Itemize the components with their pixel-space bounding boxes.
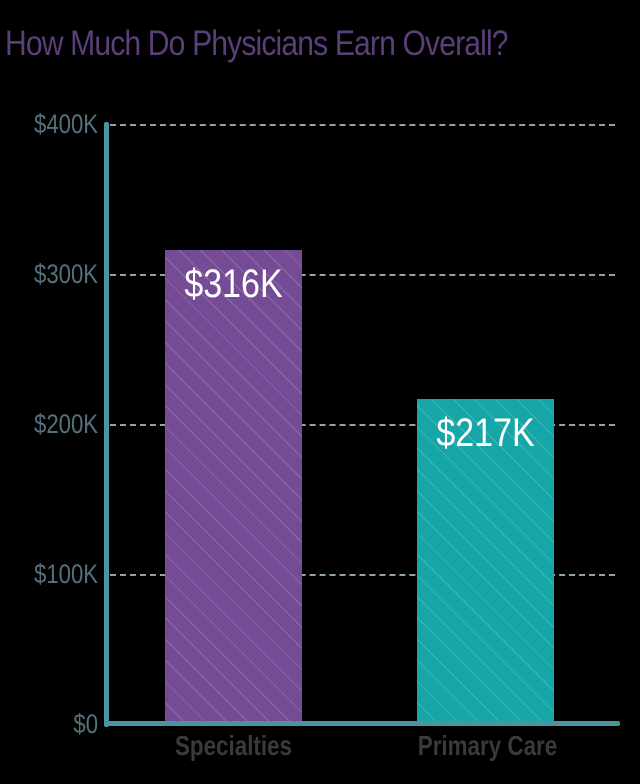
y-tick-0: $0: [73, 709, 98, 739]
gridline-100k: [110, 574, 615, 576]
y-tick-300k: $300K: [33, 259, 98, 289]
gridline-200k: [110, 424, 615, 426]
x-label-primary-care: Primary Care: [417, 730, 558, 761]
bar-value-label: $217K: [436, 411, 535, 455]
x-axis-line: [104, 721, 620, 726]
y-axis-line: [104, 122, 109, 727]
y-tick-400k: $400K: [33, 109, 98, 139]
bar-primary-care: $217K: [417, 399, 554, 723]
gridline-300k: [110, 274, 615, 276]
y-tick-100k: $100K: [33, 559, 98, 589]
y-tick-200k: $200K: [33, 409, 98, 439]
bar-value-label: $316K: [184, 262, 283, 306]
bar-specialties: $316K: [165, 250, 302, 723]
gridline-400k: [110, 124, 615, 126]
x-label-specialties: Specialties: [174, 730, 293, 761]
chart-title: How Much Do Physicians Earn Overall?: [5, 24, 509, 63]
